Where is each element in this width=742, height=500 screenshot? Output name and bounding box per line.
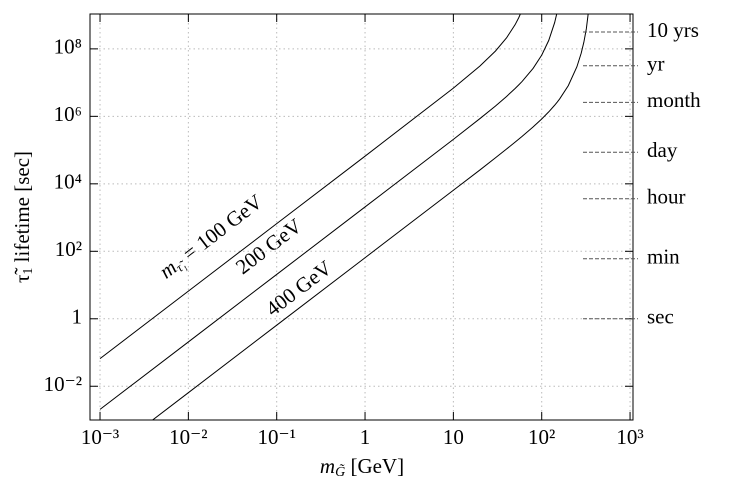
y-tick-label: 10⁸ <box>54 35 82 59</box>
x-tick-label: 10² <box>528 425 555 449</box>
y-label-sub: 1 <box>21 268 36 275</box>
x-tick-label: 1 <box>360 425 371 449</box>
y-tick-label: 10⁴ <box>54 170 82 194</box>
x-label-unit: [GeV] <box>345 454 404 478</box>
x-tick-label: 10⁻¹ <box>258 425 296 449</box>
x-label-sub: G̃ <box>335 464 345 480</box>
time-mark-label: 10 yrs <box>647 18 699 42</box>
y-tick-label: 1 <box>72 305 83 329</box>
time-mark-label: min <box>647 245 680 269</box>
time-mark-label: hour <box>647 185 686 209</box>
time-mark-label: day <box>647 138 678 162</box>
y-label-unit: lifetime [sec] <box>10 151 34 268</box>
y-tick-label: 10² <box>55 237 82 261</box>
curve <box>151 14 589 420</box>
x-tick-label: 10 <box>443 425 464 449</box>
curves <box>99 14 589 420</box>
curve <box>99 14 521 360</box>
y-tick-label: 10⁻² <box>44 372 82 396</box>
time-mark-label: sec <box>647 305 674 329</box>
y-axis-label: τ̃1 lifetime [sec] <box>10 151 36 283</box>
x-tick-label: 10³ <box>616 425 643 449</box>
time-mark-label: yr <box>647 52 665 76</box>
x-tick-label: 10⁻² <box>169 425 207 449</box>
x-tick-label: 10⁻³ <box>81 425 119 449</box>
x-label-symbol: m <box>320 454 335 478</box>
y-tick-label: 10⁶ <box>54 102 82 126</box>
curve <box>99 14 558 410</box>
plot-frame <box>89 13 634 421</box>
time-mark-label: month <box>647 88 701 112</box>
x-axis-label: mG̃ [GeV] <box>320 454 404 480</box>
